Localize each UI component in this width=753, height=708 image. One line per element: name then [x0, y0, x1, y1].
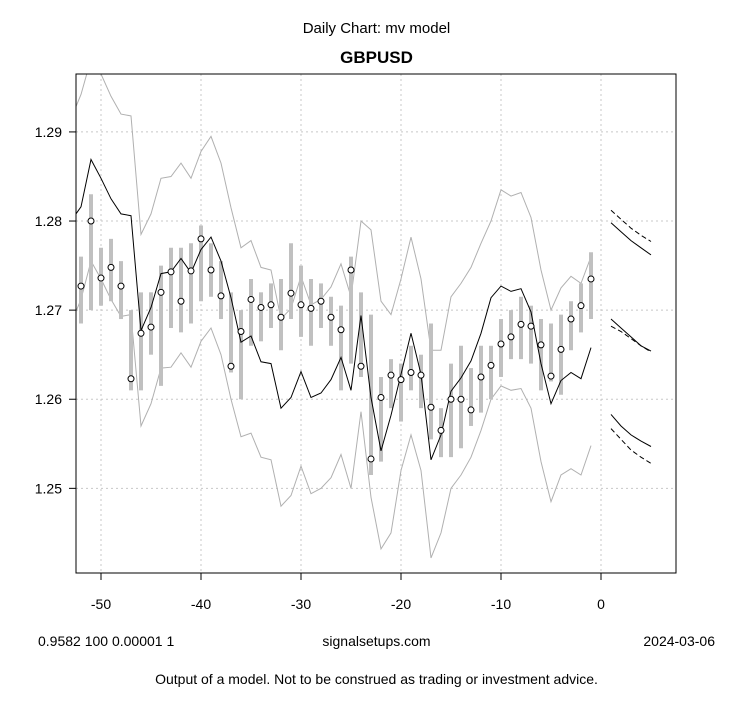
- close-point: [307, 304, 315, 312]
- close-point: [317, 297, 325, 305]
- y-tick-label: 1.26: [35, 391, 62, 407]
- chart-supertitle: Daily Chart: mv model: [302, 20, 451, 37]
- close-point: [387, 371, 395, 379]
- close-point: [567, 315, 575, 323]
- close-point: [277, 313, 285, 321]
- close-point: [77, 282, 85, 290]
- close-point: [487, 361, 495, 369]
- forecast-line-solid: [610, 222, 652, 256]
- x-tick-label: -50: [91, 596, 111, 612]
- forecast-line-solid: [610, 414, 652, 447]
- band-lines: [76, 74, 592, 559]
- close-point: [137, 329, 145, 337]
- close-point: [327, 313, 335, 321]
- grid: [76, 74, 676, 573]
- y-tick-label: 1.27: [35, 302, 62, 318]
- close-point: [197, 235, 205, 243]
- disclaimer: Output of a model. Not to be construed a…: [155, 671, 598, 687]
- upper-band-line: [76, 74, 592, 351]
- x-tick-label: -40: [191, 596, 211, 612]
- close-point: [437, 426, 445, 434]
- close-point: [237, 328, 245, 336]
- close-point: [177, 297, 185, 305]
- y-tick-label: 1.28: [35, 213, 62, 229]
- close-point: [167, 268, 175, 276]
- plot-frame: [75, 73, 677, 574]
- x-tick-label: -20: [391, 596, 411, 612]
- close-point: [547, 372, 555, 380]
- close-point: [577, 302, 585, 310]
- close-point: [87, 217, 95, 225]
- close-point: [417, 371, 425, 379]
- close-point: [587, 275, 595, 283]
- close-point: [367, 455, 375, 463]
- close-point: [337, 326, 345, 334]
- chart-date: 2024-03-06: [643, 633, 715, 649]
- close-point: [537, 341, 545, 349]
- x-tick-label: -10: [491, 596, 511, 612]
- close-point: [227, 362, 235, 370]
- close-point: [97, 274, 105, 282]
- close-point: [507, 333, 515, 341]
- close-point: [447, 395, 455, 403]
- close-point: [187, 267, 195, 275]
- site-name: signalsetups.com: [322, 633, 431, 649]
- close-point: [407, 369, 415, 377]
- close-point: [427, 403, 435, 411]
- model-line-path: [76, 158, 592, 460]
- close-point: [527, 322, 535, 330]
- close-point: [207, 266, 215, 274]
- model-parameters: 0.9582 100 0.00001 1: [38, 633, 175, 649]
- model-line: [76, 158, 592, 460]
- close-point: [117, 282, 125, 290]
- forecast-line-dashed: [610, 209, 652, 242]
- close-point: [467, 406, 475, 414]
- axes: -50 -40 -30 -20 -10 0 1.25 1.26 1.27 1.28 1.29: [35, 124, 605, 612]
- close-point: [377, 393, 385, 401]
- close-point: [457, 395, 465, 403]
- x-tick-label: 0: [597, 596, 605, 612]
- close-point: [397, 376, 405, 384]
- range-bars: [79, 194, 593, 475]
- y-tick-label: 1.25: [35, 480, 62, 496]
- close-point: [357, 362, 365, 370]
- close-point: [157, 288, 165, 296]
- forecast-lines: [610, 209, 652, 464]
- close-point: [127, 375, 135, 383]
- close-point: [217, 292, 225, 300]
- close-point: [297, 301, 305, 309]
- forecast-line-dashed: [610, 428, 652, 464]
- close-point: [497, 340, 505, 348]
- close-point: [147, 323, 155, 331]
- close-point: [557, 345, 565, 353]
- y-tick-label: 1.29: [35, 124, 62, 140]
- close-point: [477, 373, 485, 381]
- close-point: [257, 303, 265, 311]
- chart-title: GBPUSD: [340, 48, 413, 67]
- close-point: [517, 320, 525, 328]
- close-point: [247, 295, 255, 303]
- x-tick-label: -30: [291, 596, 311, 612]
- lower-band-line: [76, 259, 592, 559]
- close-point: [107, 263, 115, 271]
- close-point: [267, 301, 275, 309]
- close-points: [77, 217, 595, 463]
- close-point: [287, 289, 295, 297]
- close-point: [347, 266, 355, 274]
- forecast-line-solid: [610, 318, 652, 352]
- forecast-line-dashed: [610, 325, 652, 353]
